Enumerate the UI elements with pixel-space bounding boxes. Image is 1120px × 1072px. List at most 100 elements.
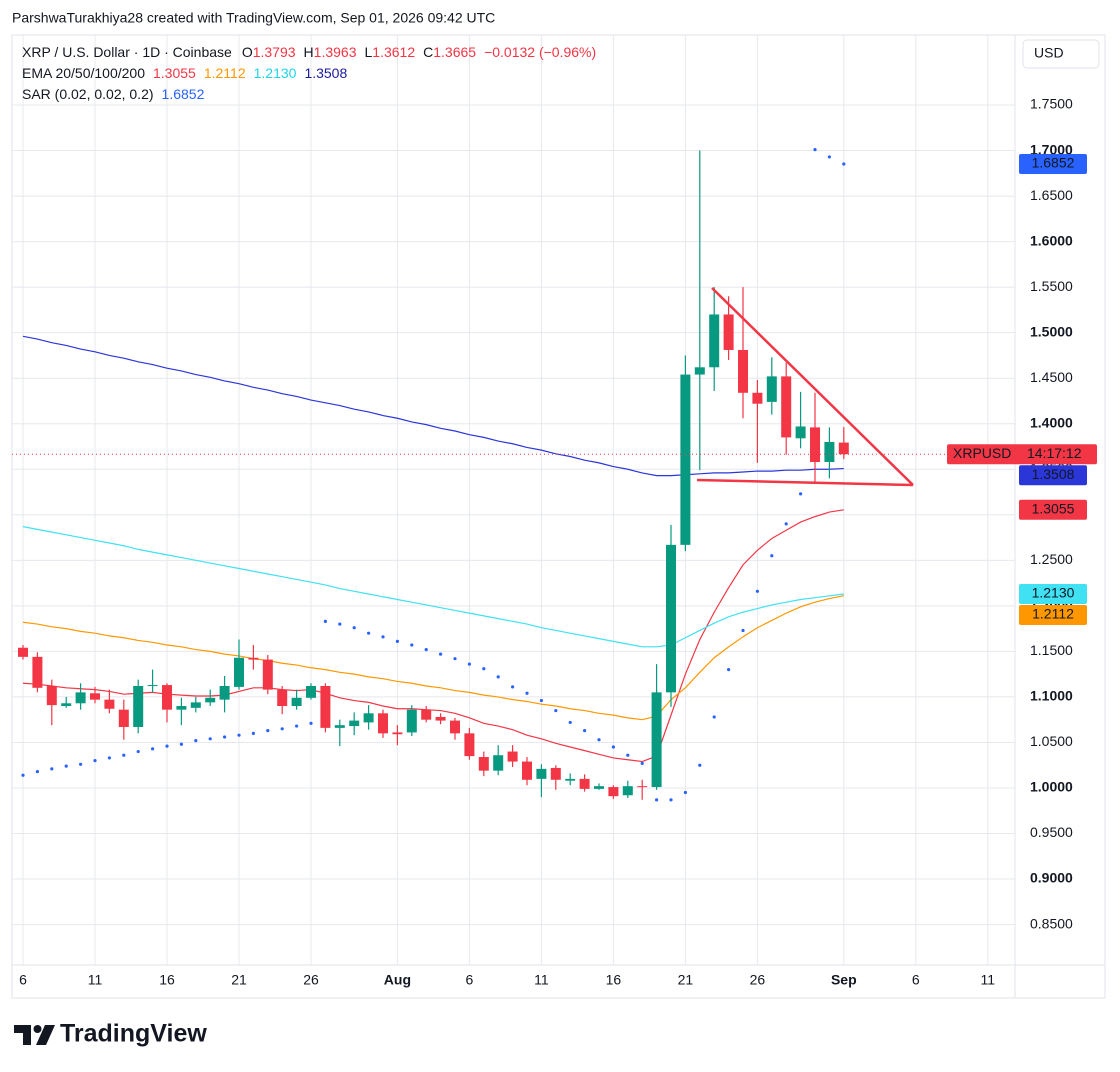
x-tick-label: 6 [912, 972, 920, 988]
price-tag-label: 1.2130 [1032, 585, 1075, 601]
price-tag [1019, 154, 1087, 175]
candle-body [90, 693, 100, 700]
sar-dot [79, 762, 83, 766]
attribution: ParshwaTurakhiya28 created with TradingV… [12, 10, 495, 26]
currency-box[interactable] [1022, 39, 1100, 69]
sar-dot [640, 761, 644, 765]
x-tick-label: 21 [231, 972, 247, 988]
currency: USD [1034, 45, 1064, 61]
sar-dot [669, 798, 673, 802]
candle-body [147, 685, 158, 687]
price-tag-label: 1.6852 [1032, 155, 1075, 171]
candle-body [46, 685, 57, 706]
sar-dot [223, 735, 227, 739]
price-tag-label: 1.3055 [1032, 500, 1075, 516]
candle-body [709, 314, 720, 368]
ema-label: EMA 20/50/100/200 [22, 65, 145, 81]
sar-dot [655, 798, 659, 802]
x-tick-label: 11 [981, 972, 996, 988]
candle-body [766, 376, 777, 402]
ema-line [22, 526, 844, 648]
symbol-title: XRP / U.S. Dollar · 1D · Coinbase [22, 44, 232, 60]
sar-dot [467, 662, 471, 666]
candle-body [133, 685, 144, 727]
candle-body [493, 755, 504, 771]
y-tick-label: 1.4500 [1030, 369, 1073, 385]
ema-value: 1.3508 [304, 65, 347, 81]
y-tick-label: 1.4000 [1030, 414, 1073, 430]
candle-body [666, 544, 676, 693]
sar-dot [496, 675, 500, 679]
candle-body [219, 685, 230, 700]
y-tick-label: 0.8500 [1030, 915, 1073, 931]
logo-mark [33, 1025, 42, 1033]
sar-dot [510, 685, 515, 689]
candle-body [378, 713, 388, 734]
sar-dot [827, 155, 832, 159]
candle-body [118, 709, 129, 727]
x-tick-label: Sep [831, 972, 857, 988]
sar-dot [568, 720, 572, 725]
price-tag [1019, 605, 1087, 626]
price-tag-label: 1.3508 [1032, 466, 1075, 482]
y-tick-label: 0.9500 [1030, 824, 1073, 840]
y-tick-label: 1.1000 [1030, 688, 1073, 704]
change: −0.0132 (−0.96%) [484, 44, 596, 60]
candle-body [579, 778, 590, 789]
ema-value: 1.3055 [153, 65, 196, 81]
sar-dot [367, 631, 371, 635]
sar-dot [799, 492, 803, 496]
ohlc-value: 1.3612 [372, 44, 415, 60]
candle-body [248, 657, 259, 660]
sar-dot [280, 727, 284, 731]
countdown: 14:17:12 [1027, 445, 1082, 461]
ema-line [22, 335, 844, 477]
candle-body [622, 786, 633, 796]
sar-dot [179, 742, 183, 746]
y-tick-label: 1.5500 [1030, 278, 1073, 294]
candle-body [752, 392, 763, 404]
sar-dot [439, 652, 443, 656]
sar-dot [525, 691, 529, 695]
candle-body [349, 720, 360, 727]
sar-dot [597, 738, 601, 742]
sar-dot [712, 715, 716, 719]
ema-value: 1.2112 [204, 65, 246, 81]
candle-body [104, 699, 115, 709]
sar-dot [626, 753, 630, 757]
y-tick-label: 1.6000 [1030, 232, 1073, 248]
sar-dot [683, 790, 688, 795]
candle-body [262, 659, 273, 690]
candle-body [61, 703, 72, 707]
sar-dot [35, 769, 40, 774]
candle-body [810, 427, 820, 462]
sar-dot [482, 667, 486, 671]
ohlc-letter: C [423, 44, 433, 60]
ema-value: 1.2130 [254, 65, 297, 81]
x-tick-label: 11 [534, 972, 549, 988]
candle-body [536, 768, 547, 779]
y-tick-label: 1.6500 [1030, 187, 1073, 203]
candle-body [75, 692, 86, 704]
ohlc-value: 1.3793 [253, 44, 296, 60]
candle-body [363, 713, 374, 723]
candle-body [421, 709, 432, 720]
sar-dot [755, 589, 760, 593]
price-tag [1019, 465, 1087, 486]
candle-body [507, 751, 518, 762]
candle-body [392, 732, 403, 735]
sar-dot [251, 731, 255, 735]
x-tick-label: 16 [606, 972, 622, 988]
sar-dot [583, 729, 587, 733]
sar-dot [309, 721, 313, 725]
candle-body [608, 787, 619, 797]
sar-dot [611, 745, 616, 749]
sar-dot [813, 148, 817, 152]
sar-dot [107, 756, 111, 760]
y-tick-label: 1.1500 [1030, 642, 1073, 658]
y-tick-label: 1.0000 [1030, 779, 1073, 795]
candle-body [637, 786, 648, 788]
legend-sar: SAR (0.02, 0.02, 0.2) 1.6852 [22, 86, 205, 102]
sar-dot [424, 647, 428, 652]
candle-body [18, 647, 28, 657]
